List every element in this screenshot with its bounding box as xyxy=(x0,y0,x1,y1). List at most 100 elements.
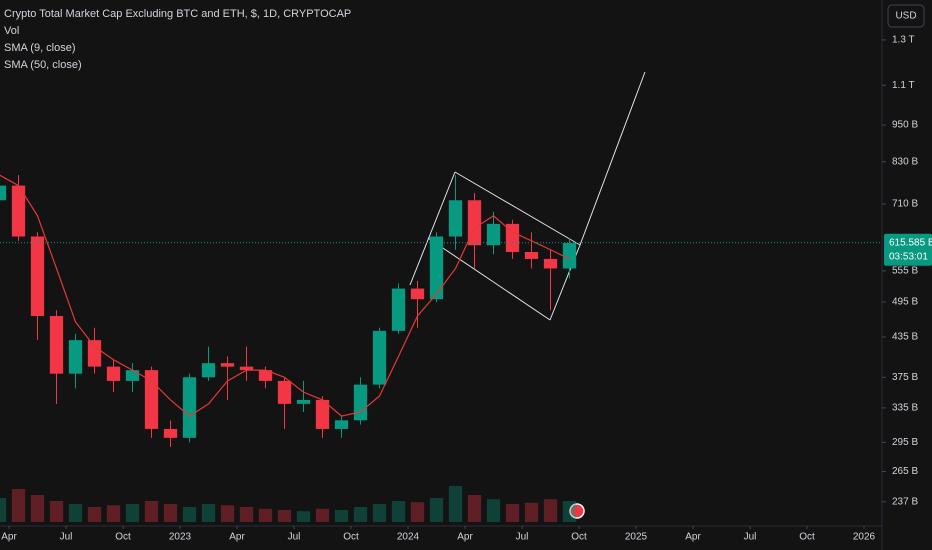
y-tick-label: 950 B xyxy=(892,120,918,131)
candle-body xyxy=(87,340,102,367)
x-tick-label: Jul xyxy=(60,532,73,543)
candle-body xyxy=(448,200,463,237)
indicator-label: SMA (9, close) xyxy=(4,42,76,54)
candle-body xyxy=(277,380,292,404)
candle-body xyxy=(410,288,425,300)
volume-bar xyxy=(543,499,558,522)
candle-body xyxy=(524,252,539,259)
x-tick-label: Oct xyxy=(115,532,131,543)
volume-bar xyxy=(353,507,368,522)
candle-body xyxy=(391,288,406,331)
candle-body xyxy=(220,363,235,367)
candle-body xyxy=(486,223,501,246)
volume-bar xyxy=(258,508,273,522)
y-tick-label: 1.1 T xyxy=(892,80,915,91)
volume-bar xyxy=(391,501,406,522)
volume-bar xyxy=(448,486,463,522)
volume-bar xyxy=(220,505,235,522)
volume-bar xyxy=(30,495,45,522)
volume-bar xyxy=(106,505,121,522)
volume-bar xyxy=(163,504,178,522)
x-tick-label: 2024 xyxy=(397,532,420,543)
volume-bar xyxy=(144,501,159,522)
volume-bar xyxy=(182,507,197,522)
trend-line xyxy=(579,71,646,246)
x-tick-label: Apr xyxy=(1,532,17,543)
volume-bar xyxy=(296,511,311,522)
last-price-box xyxy=(884,233,932,266)
candle-body xyxy=(315,399,330,429)
last-price-label: 615.585 B xyxy=(889,237,932,248)
x-tick-label: Jul xyxy=(516,532,529,543)
volume-bar xyxy=(505,504,520,522)
y-tick-label: 710 B xyxy=(892,199,918,210)
volume-bar xyxy=(239,507,254,522)
volume-bar xyxy=(334,510,349,522)
y-tick-label: 555 B xyxy=(892,266,918,277)
x-tick-label: 2023 xyxy=(169,532,192,543)
candle-body xyxy=(296,399,311,404)
candle-body xyxy=(68,340,83,374)
indicator-label: Vol xyxy=(4,25,19,37)
candle-body xyxy=(125,370,140,381)
x-tick-label: 2025 xyxy=(625,532,648,543)
candle-body xyxy=(543,258,558,269)
volume-bar xyxy=(201,504,216,522)
volume-bar xyxy=(49,501,64,522)
candle-body xyxy=(49,316,64,374)
y-tick-label: 375 B xyxy=(892,372,918,383)
candle-body xyxy=(429,236,444,300)
volume-bar xyxy=(315,508,330,522)
volume-bar xyxy=(0,498,7,522)
y-tick-label: 830 B xyxy=(892,156,918,167)
x-tick-label: Apr xyxy=(229,532,245,543)
volume-bar xyxy=(562,501,577,522)
volume-bar xyxy=(68,504,83,522)
y-tick-label: 237 B xyxy=(892,496,918,507)
volume-bar xyxy=(125,504,140,522)
candle-body xyxy=(372,330,387,385)
countdown-label: 03:53:01 xyxy=(889,251,928,262)
x-tick-label: Apr xyxy=(457,532,473,543)
candle-body xyxy=(353,384,368,421)
indicator-label: SMA (50, close) xyxy=(4,59,82,71)
candle-body xyxy=(163,428,178,438)
x-tick-label: Oct xyxy=(571,532,587,543)
y-tick-label: 435 B xyxy=(892,332,918,343)
y-tick-label: 295 B xyxy=(892,437,918,448)
x-tick-label: Oct xyxy=(343,532,359,543)
volume-bar xyxy=(372,504,387,522)
currency-label[interactable]: USD xyxy=(895,11,916,22)
candle-body xyxy=(106,366,121,381)
trend-line xyxy=(454,171,581,246)
volume-bar xyxy=(11,489,26,522)
candle-body xyxy=(0,185,7,201)
candle-body xyxy=(11,185,26,237)
candle-body xyxy=(258,370,273,381)
currency-button[interactable] xyxy=(887,4,925,28)
candle-body xyxy=(30,236,45,317)
trend-line xyxy=(427,237,551,321)
x-tick-label: Oct xyxy=(799,532,815,543)
volume-bar xyxy=(277,510,292,522)
volume-bar xyxy=(524,502,539,522)
drawing-lines xyxy=(409,71,646,321)
candle-body xyxy=(201,363,216,378)
candle-body xyxy=(334,420,349,429)
candle-body xyxy=(239,366,254,371)
y-tick-label: 335 B xyxy=(892,403,918,414)
x-tick-label: Apr xyxy=(685,532,701,543)
volume-bar xyxy=(486,499,501,522)
x-tick-label: Jul xyxy=(744,532,757,543)
volume-bar xyxy=(87,507,102,522)
trend-line xyxy=(409,171,456,286)
candle-body xyxy=(562,243,577,269)
event-icon[interactable] xyxy=(569,503,585,519)
sma-line xyxy=(0,174,570,417)
volume-bar xyxy=(467,495,482,522)
y-tick-label: 265 B xyxy=(892,466,918,477)
x-tick-label: 2026 xyxy=(853,532,876,543)
volume-bar xyxy=(410,502,425,522)
